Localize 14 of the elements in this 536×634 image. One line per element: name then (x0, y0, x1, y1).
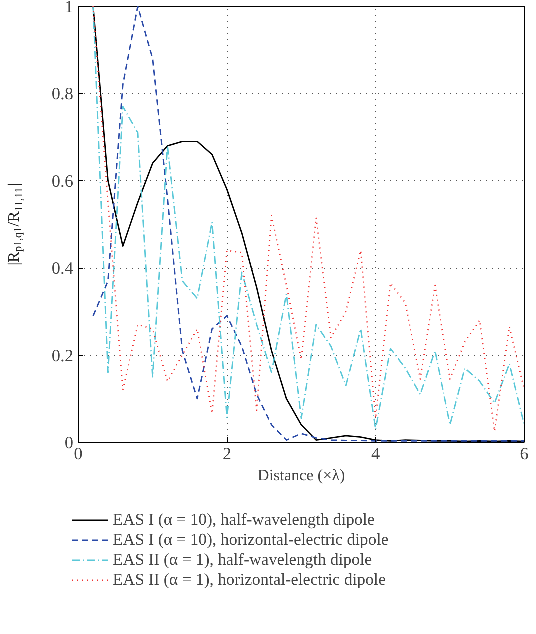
legend-label: EAS II (α = 1), half-wavelength dipole (113, 550, 372, 570)
y-tick-label: 0.6 (52, 172, 74, 191)
legend-label: EAS I (α = 10), half-wavelength dipole (113, 510, 375, 530)
y-tick-label: 0.8 (52, 84, 74, 104)
y-tick-label: 0.2 (52, 346, 74, 366)
x-axis-title: Distance (×λ) (258, 468, 346, 484)
y-axis-title: |Rp1,q1/R11,11| (6, 183, 26, 266)
x-tick-label: 2 (222, 444, 232, 464)
legend-label: EAS II (α = 1), horizontal-electric dipole (113, 570, 386, 590)
y-tick-label: 1 (64, 0, 74, 16)
legend-label: EAS I (α = 10), horizontal-electric dipole (113, 530, 389, 550)
x-tick-label: 6 (520, 444, 530, 464)
y-tick-label: 0.4 (52, 259, 74, 278)
x-tick-label: 4 (372, 444, 380, 464)
